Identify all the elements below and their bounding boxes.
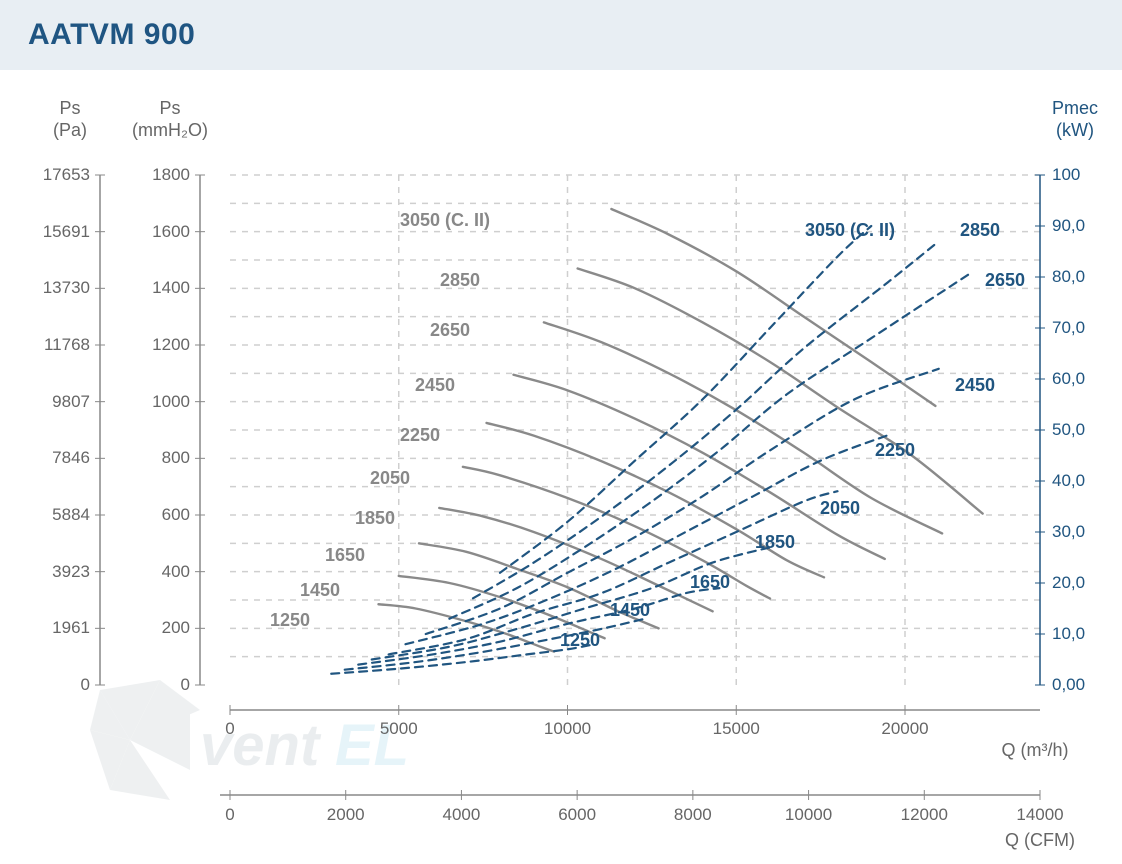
curve-label-solid: 1850: [355, 508, 395, 529]
tick-mmh2o: 1200: [140, 335, 190, 355]
curve-label-dash: 1650: [690, 572, 730, 593]
tick-kw: 20,0: [1052, 573, 1112, 593]
tick-kw: 10,0: [1052, 624, 1112, 644]
tick-mmh2o: 400: [140, 562, 190, 582]
tick-m3h: 5000: [369, 719, 429, 739]
curve-label-solid: 2050: [370, 468, 410, 489]
tick-mmh2o: 1800: [140, 165, 190, 185]
tick-kw: 90,0: [1052, 216, 1112, 236]
tick-m3h: 15000: [706, 719, 766, 739]
tick-cfm: 14000: [1010, 805, 1070, 825]
tick-mmh2o: 0: [140, 675, 190, 695]
tick-kw: 70,0: [1052, 318, 1112, 338]
tick-pa: 5884: [30, 505, 90, 525]
tick-mmh2o: 1400: [140, 278, 190, 298]
tick-pa: 15691: [30, 222, 90, 242]
title-bar: AATVM 900: [0, 0, 1122, 70]
tick-cfm: 8000: [663, 805, 723, 825]
curve-label-dash: 2050: [820, 498, 860, 519]
curve-label-dash: 2250: [875, 440, 915, 461]
chart: Ps(Pa) Ps(mmH₂O) Pmec(kW) Q (m³/h) Q (CF…: [0, 70, 1122, 860]
curve-label-solid: 1650: [325, 545, 365, 566]
tick-mmh2o: 600: [140, 505, 190, 525]
curve-label-solid: 2450: [415, 375, 455, 396]
tick-mmh2o: 1000: [140, 392, 190, 412]
curve-label-dash: 2850: [960, 220, 1000, 241]
curve-label-solid: 2850: [440, 270, 480, 291]
tick-m3h: 20000: [875, 719, 935, 739]
tick-pa: 1961: [30, 618, 90, 638]
tick-mmh2o: 800: [140, 448, 190, 468]
tick-m3h: 0: [200, 719, 260, 739]
tick-pa: 9807: [30, 392, 90, 412]
tick-pa: 0: [30, 675, 90, 695]
tick-mmh2o: 1600: [140, 222, 190, 242]
curve-label-dash: 1850: [755, 532, 795, 553]
tick-kw: 100: [1052, 165, 1112, 185]
tick-cfm: 0: [200, 805, 260, 825]
tick-pa: 3923: [30, 562, 90, 582]
tick-cfm: 2000: [316, 805, 376, 825]
curve-label-dash: 2650: [985, 270, 1025, 291]
curve-label-dash: 2450: [955, 375, 995, 396]
tick-kw: 0,00: [1052, 675, 1112, 695]
curve-label-solid: 1250: [270, 610, 310, 631]
tick-mmh2o: 200: [140, 618, 190, 638]
tick-kw: 30,0: [1052, 522, 1112, 542]
tick-pa: 13730: [30, 278, 90, 298]
curve-label-solid: 2250: [400, 425, 440, 446]
curve-label-dash: 1250: [560, 630, 600, 651]
tick-kw: 50,0: [1052, 420, 1112, 440]
curve-label-solid: 3050 (C. II): [400, 210, 490, 231]
tick-pa: 11768: [30, 335, 90, 355]
tick-m3h: 10000: [538, 719, 598, 739]
tick-cfm: 12000: [894, 805, 954, 825]
tick-cfm: 10000: [779, 805, 839, 825]
tick-pa: 7846: [30, 448, 90, 468]
tick-pa: 17653: [30, 165, 90, 185]
curve-label-solid: 1450: [300, 580, 340, 601]
tick-kw: 40,0: [1052, 471, 1112, 491]
tick-cfm: 6000: [547, 805, 607, 825]
tick-kw: 80,0: [1052, 267, 1112, 287]
tick-cfm: 4000: [431, 805, 491, 825]
curve-label-solid: 2650: [430, 320, 470, 341]
tick-kw: 60,0: [1052, 369, 1112, 389]
page-title: AATVM 900: [28, 18, 1094, 52]
curve-label-dash: 3050 (C. II): [805, 220, 895, 241]
curve-label-dash: 1450: [610, 600, 650, 621]
